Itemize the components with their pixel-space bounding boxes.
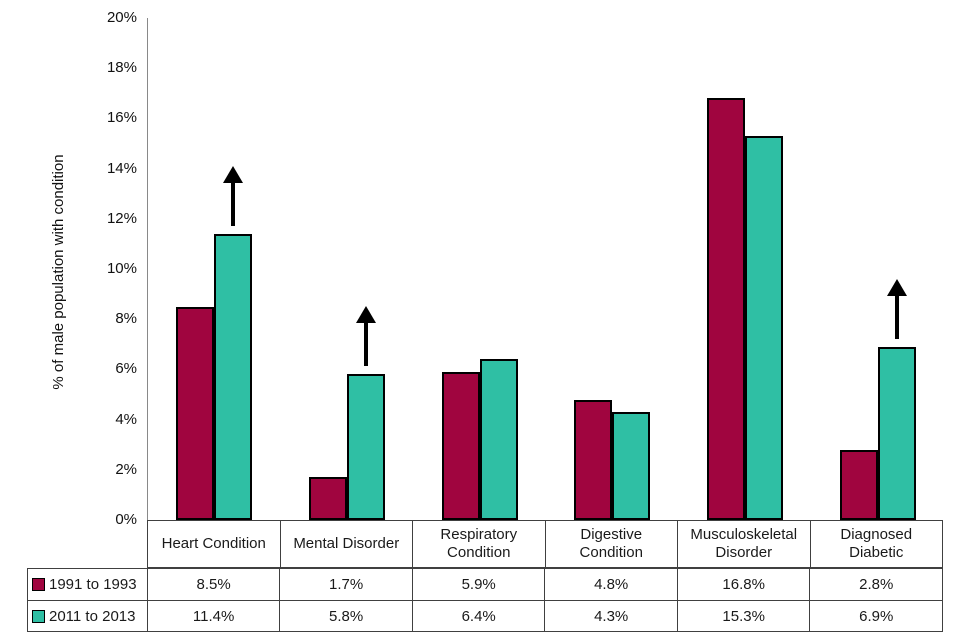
bar-2011-to-2013-diagnosed-diabetic bbox=[877, 346, 916, 520]
bar-1991-to-1993-digestive-condition bbox=[574, 399, 613, 520]
y-tick-label: 20% bbox=[106, 9, 137, 26]
value-cell-2011-to-2013-musculoskeletal-disorder: 15.3% bbox=[676, 600, 810, 632]
y-tick-label: 6% bbox=[115, 360, 137, 378]
table-row-2011-to-2013: 2011 to 2013 11.4% 5.8% 6.4% 4.3% 15.3% 6.9% bbox=[27, 600, 942, 632]
increase-arrow-icon bbox=[886, 278, 908, 339]
category-header-respiratory-condition: Respiratory Condition bbox=[412, 521, 545, 567]
value-cell-2011-to-2013-digestive-condition: 4.3% bbox=[544, 600, 677, 632]
value-cell-2011-to-2013-heart-condition: 11.4% bbox=[146, 600, 280, 632]
arrow-head bbox=[356, 306, 376, 324]
increase-arrow-icon bbox=[222, 165, 244, 226]
value-cell-1991-to-1993-digestive-condition: 4.8% bbox=[544, 568, 677, 600]
value-cell-2011-to-2013-respiratory-condition: 6.4% bbox=[411, 600, 545, 632]
bar-1991-to-1993-respiratory-condition bbox=[441, 371, 480, 520]
arrow-head bbox=[223, 165, 244, 183]
y-tick-label: 12% bbox=[106, 209, 137, 227]
bar-2011-to-2013-heart-condition bbox=[214, 233, 253, 520]
y-tick-label: 4% bbox=[115, 410, 137, 428]
legend-swatch-icon bbox=[32, 578, 45, 591]
value-cell-1991-to-1993-respiratory-condition: 5.9% bbox=[411, 568, 545, 600]
legend-cell-1991-to-1993: 1991 to 1993 bbox=[27, 568, 147, 600]
bar-2011-to-2013-musculoskeletal-disorder bbox=[745, 135, 783, 520]
y-tick-label: 18% bbox=[106, 59, 137, 77]
bar-2011-to-2013-digestive-condition bbox=[612, 412, 651, 520]
value-cell-2011-to-2013-mental-disorder: 5.8% bbox=[279, 600, 412, 632]
data-table: 1991 to 1993 8.5% 1.7% 5.9% 4.8% 16.8% 2.8% 201… bbox=[27, 568, 943, 632]
legend-label: 2011 to 2013 bbox=[49, 608, 136, 625]
legend-swatch-icon bbox=[32, 610, 45, 623]
bar-2011-to-2013-mental-disorder bbox=[347, 374, 385, 520]
y-tick-label: 2% bbox=[115, 460, 137, 478]
y-tick-label: 16% bbox=[106, 109, 137, 127]
value-cell-1991-to-1993-diagnosed-diabetic: 2.8% bbox=[809, 568, 942, 600]
bar-1991-to-1993-mental-disorder bbox=[309, 477, 347, 520]
y-tick-label: 8% bbox=[115, 310, 137, 328]
legend-label: 1991 to 1993 bbox=[49, 576, 137, 593]
legend-cell-2011-to-2013: 2011 to 2013 bbox=[27, 600, 147, 632]
plot-area bbox=[147, 18, 944, 520]
bar-2011-to-2013-respiratory-condition bbox=[479, 359, 518, 520]
category-header-musculoskeletal-disorder: Musculoskeletal Disorder bbox=[677, 521, 810, 567]
increase-arrow-icon bbox=[355, 306, 377, 367]
bar-1991-to-1993-diagnosed-diabetic bbox=[839, 449, 878, 520]
category-header-heart-condition: Heart Condition bbox=[147, 521, 280, 567]
arrow-head bbox=[886, 278, 907, 296]
category-header-row: Heart Condition Mental Disorder Respirator… bbox=[147, 520, 943, 568]
arrow-shaft bbox=[364, 323, 368, 367]
category-header-digestive-condition: Digestive Condition bbox=[544, 521, 678, 567]
arrow-shaft bbox=[894, 295, 899, 339]
y-tick-label: 14% bbox=[106, 159, 137, 177]
value-cell-1991-to-1993-heart-condition: 8.5% bbox=[146, 568, 280, 600]
table-row-1991-to-1993: 1991 to 1993 8.5% 1.7% 5.9% 4.8% 16.8% 2.8% bbox=[27, 568, 942, 600]
category-header-mental-disorder: Mental Disorder bbox=[279, 521, 413, 567]
value-cell-2011-to-2013-diagnosed-diabetic: 6.9% bbox=[809, 600, 942, 632]
y-axis-title: % of male population with condition bbox=[50, 154, 67, 390]
arrow-shaft bbox=[231, 182, 236, 226]
category-header-diagnosed-diabetic: Diagnosed Diabetic bbox=[809, 521, 943, 567]
value-cell-1991-to-1993-mental-disorder: 1.7% bbox=[279, 568, 412, 600]
y-tick-label: 0% bbox=[115, 511, 137, 528]
value-cell-1991-to-1993-musculoskeletal-disorder: 16.8% bbox=[676, 568, 810, 600]
bar-1991-to-1993-musculoskeletal-disorder bbox=[707, 98, 745, 520]
y-tick-label: 10% bbox=[106, 260, 137, 277]
bar-1991-to-1993-heart-condition bbox=[176, 306, 215, 520]
